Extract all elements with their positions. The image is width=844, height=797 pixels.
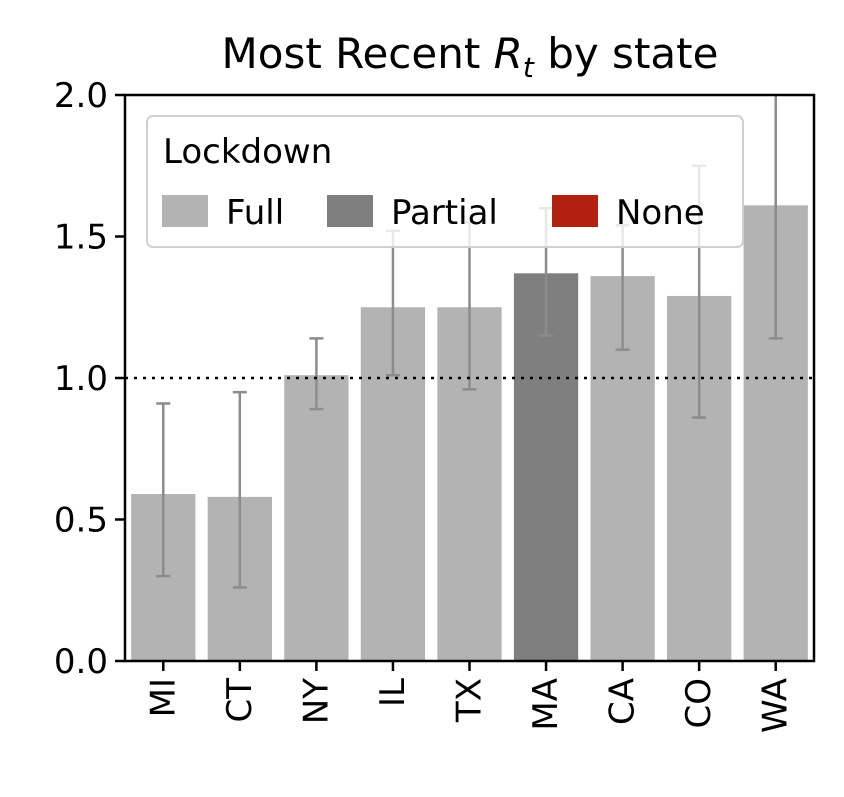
x-tick-label-wa: WA: [756, 678, 796, 733]
legend-label-full: Full: [226, 193, 284, 233]
chart-title-variable: R: [494, 29, 523, 78]
legend-swatch-full: [162, 195, 208, 227]
x-tick-label-il: IL: [373, 678, 413, 707]
y-axis: 0.0 0.5 1.0 1.5 2.0: [54, 76, 125, 682]
x-tick-label-tx: TX: [450, 678, 490, 723]
y-tick-label: 0.5: [54, 501, 108, 541]
x-tick-label-ct: CT: [220, 678, 260, 723]
chart-title-subscript: t: [523, 51, 535, 84]
legend-title: Lockdown: [163, 132, 332, 172]
x-axis: MI CT NY IL TX MA CA CO WA: [143, 661, 796, 733]
chart-title: Most Recent Rt by state: [222, 29, 719, 84]
x-tick-label-ny: NY: [296, 678, 336, 724]
legend-swatch-partial: [327, 195, 373, 227]
y-tick-label: 0.0: [54, 642, 108, 682]
errorbar-ct: [232, 390, 247, 589]
chart-title-prefix: Most Recent: [222, 29, 494, 78]
bar-ma: [513, 273, 579, 661]
bars-layer: [131, 205, 808, 661]
legend-entries: Full Partial None: [162, 193, 705, 233]
errorbar-ny: [309, 337, 324, 411]
x-tick-label-ma: MA: [526, 678, 566, 731]
legend-label-partial: Partial: [391, 193, 498, 233]
errorbar-wa: [768, 95, 783, 340]
x-tick-label-co: CO: [679, 678, 719, 729]
chart-title-suffix: by state: [534, 29, 719, 78]
y-tick-label: 1.0: [54, 359, 108, 399]
bar-ny: [284, 375, 349, 661]
errorbar-mi: [156, 402, 171, 578]
y-tick-label: 1.5: [54, 218, 108, 258]
x-tick-label-mi: MI: [143, 678, 183, 717]
x-tick-label-ca: CA: [603, 678, 643, 725]
legend-swatch-none: [552, 195, 598, 227]
legend-label-none: None: [616, 193, 705, 233]
legend: Lockdown Full Partial None: [146, 115, 744, 248]
y-tick-label: 2.0: [54, 76, 108, 116]
